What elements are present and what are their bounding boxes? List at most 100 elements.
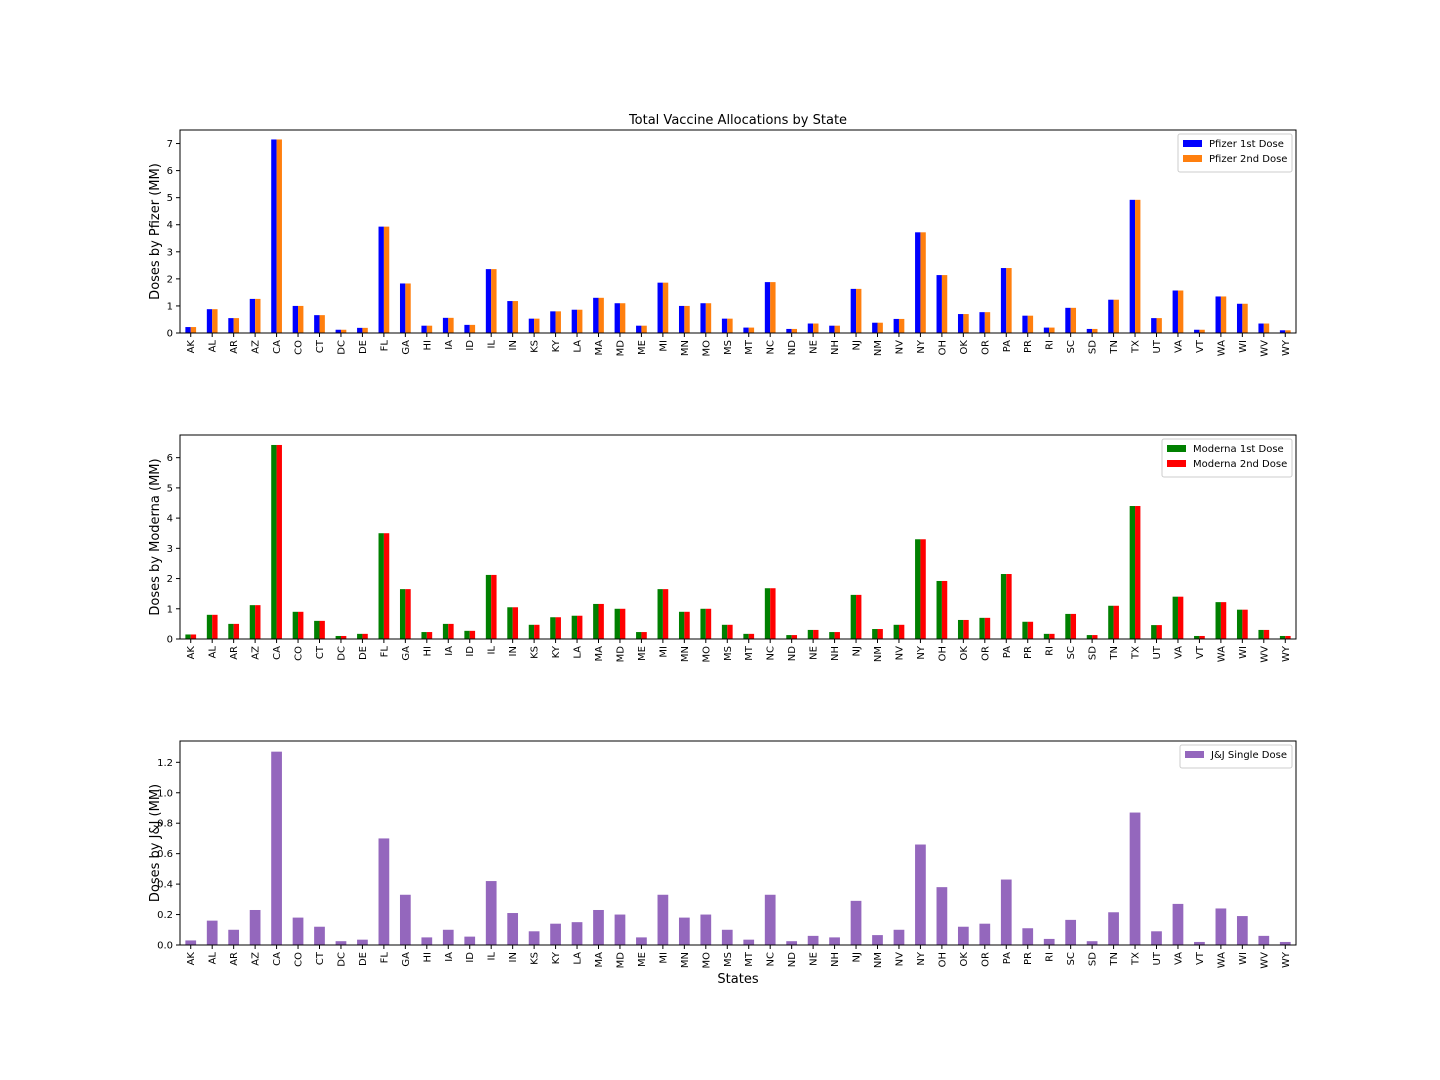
bar-wy-series-1 bbox=[1279, 941, 1291, 945]
x-tick-label-ia: IA bbox=[444, 646, 455, 656]
bar-ma-series-1 bbox=[593, 909, 604, 945]
bar-ga-series-1 bbox=[399, 589, 406, 639]
bar-ky-series-2 bbox=[555, 617, 561, 639]
x-tick-label-me: ME bbox=[637, 646, 648, 661]
x-tick-label-in: IN bbox=[508, 646, 519, 656]
x-tick-label-la: LA bbox=[573, 340, 584, 353]
x-tick-label-or: OR bbox=[980, 340, 991, 355]
x-tick-label-tn: TN bbox=[1109, 646, 1120, 661]
x-tick-label-de: DE bbox=[358, 340, 369, 354]
bar-ct-series-1 bbox=[314, 926, 325, 945]
bar-ar-series-1 bbox=[228, 318, 234, 333]
y-tick-label: 3 bbox=[167, 544, 173, 555]
bar-ks-series-1 bbox=[528, 931, 540, 945]
bar-nm-series-2 bbox=[877, 322, 883, 333]
bar-az-series-1 bbox=[249, 298, 256, 333]
bar-nd-series-1 bbox=[786, 328, 792, 333]
x-tick-label-nc: NC bbox=[766, 340, 777, 354]
bar-hi-series-1 bbox=[421, 632, 427, 639]
bar-tn-series-2 bbox=[1113, 605, 1119, 639]
bar-me-series-2 bbox=[641, 632, 647, 639]
bar-ut-series-1 bbox=[1151, 318, 1157, 333]
y-tick-label: 7 bbox=[167, 139, 173, 150]
bar-ak-series-2 bbox=[190, 634, 197, 639]
bar-ut-series-2 bbox=[1156, 625, 1162, 639]
bar-nj-series-2 bbox=[856, 594, 862, 639]
y-tick-label: 2 bbox=[167, 574, 173, 585]
plot-frame bbox=[179, 434, 1297, 640]
x-tick-label-pa: PA bbox=[1002, 340, 1013, 352]
y-tick-label: 0.8 bbox=[157, 819, 173, 830]
y-axis-label: Doses by Moderna (MM) bbox=[148, 458, 163, 615]
bar-ak-series-1 bbox=[185, 634, 191, 639]
x-tick-label-oh: OH bbox=[937, 646, 948, 661]
bar-wv-series-1 bbox=[1258, 323, 1264, 333]
bar-nc-series-2 bbox=[770, 282, 776, 333]
bar-sc-series-2 bbox=[1070, 307, 1077, 333]
x-tick-label-nh: NH bbox=[830, 952, 841, 967]
x-tick-label-nj: NJ bbox=[852, 952, 863, 962]
bar-ky-series-1 bbox=[550, 923, 561, 945]
bar-nj-series-1 bbox=[850, 594, 857, 639]
bar-tx-series-2 bbox=[1135, 199, 1141, 333]
bar-nv-series-2 bbox=[898, 624, 905, 639]
bar-mi-series-1 bbox=[657, 589, 663, 639]
bar-or-series-1 bbox=[979, 617, 985, 639]
bar-id-series-1 bbox=[464, 324, 470, 333]
bar-nj-series-2 bbox=[856, 288, 862, 333]
bar-nm-series-2 bbox=[877, 629, 883, 639]
bar-mn-series-1 bbox=[678, 611, 685, 639]
bar-fl-series-2 bbox=[383, 533, 390, 639]
x-tick-label-ma: MA bbox=[594, 646, 605, 662]
x-tick-label-sc: SC bbox=[1066, 952, 1077, 965]
x-tick-label-wy: WY bbox=[1281, 645, 1292, 662]
bar-ne-series-1 bbox=[807, 935, 819, 945]
x-tick-label-vt: VT bbox=[1195, 645, 1206, 659]
x-tick-label-co: CO bbox=[294, 646, 305, 661]
bar-pr-series-2 bbox=[1027, 621, 1034, 639]
y-tick-label: 5 bbox=[167, 193, 173, 204]
x-tick-label-vt: VT bbox=[1195, 339, 1206, 353]
bar-wa-series-1 bbox=[1215, 296, 1221, 333]
x-tick-label-md: MD bbox=[615, 340, 626, 357]
bar-la-series-1 bbox=[571, 615, 578, 639]
x-tick-label-nv: NV bbox=[894, 646, 905, 660]
y-tick-label: 0 bbox=[167, 329, 173, 340]
x-tick-label-mt: MT bbox=[744, 951, 755, 967]
bar-nc-series-2 bbox=[770, 588, 776, 639]
bar-nd-series-2 bbox=[791, 635, 798, 639]
bar-dc-series-1 bbox=[335, 329, 341, 333]
legend-label-2: Moderna 2nd Dose bbox=[1193, 459, 1287, 470]
x-tick-label-nh: NH bbox=[830, 646, 841, 661]
x-tick-label-ga: GA bbox=[401, 646, 412, 661]
x-tick-label-oh: OH bbox=[937, 340, 948, 355]
bar-pa-series-1 bbox=[1000, 268, 1007, 333]
bar-nh-series-1 bbox=[829, 937, 840, 945]
x-tick-label-de: DE bbox=[358, 646, 369, 660]
bar-mi-series-2 bbox=[662, 589, 669, 639]
x-tick-label-mi: MI bbox=[658, 952, 669, 964]
bar-ks-series-2 bbox=[534, 624, 540, 639]
bar-sd-series-1 bbox=[1086, 635, 1093, 639]
bar-ny-series-1 bbox=[915, 539, 921, 639]
bar-pr-series-2 bbox=[1027, 315, 1034, 333]
x-tick-label-mn: MN bbox=[680, 646, 691, 662]
x-tick-label-ny: NY bbox=[916, 339, 927, 353]
x-tick-label-sd: SD bbox=[1088, 340, 1099, 354]
x-tick-label-mn: MN bbox=[680, 340, 691, 356]
y-tick-label: 6 bbox=[167, 453, 173, 464]
bar-nd-series-1 bbox=[786, 635, 792, 639]
legend-swatch-2 bbox=[1167, 460, 1186, 467]
bar-ga-series-2 bbox=[405, 283, 411, 333]
x-tick-label-la: LA bbox=[573, 646, 584, 659]
y-tick-label: 0.2 bbox=[157, 910, 173, 921]
x-tick-label-ga: GA bbox=[401, 952, 412, 967]
bar-sc-series-2 bbox=[1070, 613, 1077, 639]
bar-hi-series-1 bbox=[421, 325, 427, 333]
bar-sc-series-1 bbox=[1065, 919, 1077, 945]
x-tick-label-ks: KS bbox=[530, 952, 541, 965]
x-tick-label-sd: SD bbox=[1088, 952, 1099, 966]
bar-al-series-2 bbox=[212, 309, 218, 333]
bar-or-series-1 bbox=[979, 923, 991, 945]
